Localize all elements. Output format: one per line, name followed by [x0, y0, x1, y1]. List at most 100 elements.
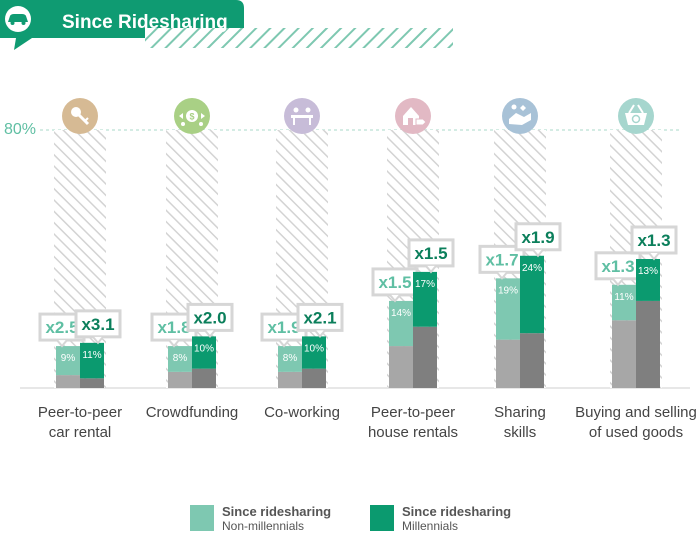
bar-value-label: 11% [82, 350, 101, 361]
bar-millennials: 10% x2.1 [296, 302, 344, 388]
bar-non-millennials: 11% x1.3 [594, 251, 642, 388]
category-label: Peer-to-peer house rentals [368, 404, 458, 441]
multiplier-badge: x1.5 [407, 238, 455, 274]
category-group: 19% x1.7 24% x1.9 Sharing skills [478, 98, 562, 441]
bar-base-segment [389, 346, 413, 388]
bar-base-segment [302, 368, 326, 388]
category-label: Peer-to-peer car rental [38, 404, 122, 441]
multiplier-badge: x3.1 [74, 309, 122, 345]
bar-non-millennials: 19% x1.7 [478, 244, 526, 388]
multiplier-badge: x1.9 [514, 222, 562, 258]
multiplier-label: x1.5 [378, 273, 411, 292]
bar-base-segment [80, 378, 104, 388]
bar-value-segment [80, 342, 104, 379]
bar-base-segment [192, 368, 216, 388]
legend-title-non-millennials: Since ridesharing [222, 504, 331, 519]
multiplier-box [296, 302, 344, 332]
coworking-desk-icon [284, 98, 320, 134]
multiplier-pointer [204, 329, 216, 338]
multiplier-pointer [532, 249, 544, 258]
bar-value-segment [636, 259, 660, 301]
multiplier-label: x2.0 [193, 308, 226, 327]
page-title: Since Ridesharing [62, 12, 228, 33]
bar-value-segment [56, 346, 80, 376]
multiplier-pointer [92, 336, 104, 345]
handshake-skills-icon [502, 98, 538, 134]
legend: Since ridesharing Non-millennials Since … [190, 504, 511, 533]
y-axis-tick-label: 80% [4, 121, 36, 138]
bar-base-segment [278, 371, 302, 388]
header-hatch-strip [145, 28, 453, 48]
car-icon [5, 6, 31, 32]
bar-value-label: 8% [283, 353, 298, 364]
multiplier-pointer [496, 271, 508, 280]
legend-swatch-millennials [370, 505, 394, 531]
category-label: Buying and selling of used goods [575, 404, 697, 441]
category-group: 14% x1.5 17% x1.5 Peer-to-peer house rentals [368, 98, 458, 441]
multiplier-pointer [314, 329, 326, 338]
bar-base-segment [496, 339, 520, 388]
multiplier-badge: x1.5 [371, 267, 419, 303]
category-group: $8% x1.8 10% x2.0 Crowdfunding [146, 98, 239, 421]
bar-millennials: 17% x1.5 [407, 238, 455, 388]
category-label: Co-working [264, 404, 340, 421]
car-key-icon [62, 98, 98, 134]
multiplier-label: x1.9 [521, 228, 554, 247]
legend-item-millennials: Since ridesharing Millennials [370, 504, 511, 533]
multiplier-badge: x2.0 [186, 302, 234, 338]
bar-value-label: 14% [391, 308, 411, 319]
legend-title-millennials: Since ridesharing [402, 504, 511, 519]
category-group: 11% x1.3 13% x1.3 Buying and selling of used … [575, 98, 697, 441]
multiplier-label: x2.5 [45, 318, 78, 337]
bar-millennials: 13% x1.3 [630, 225, 678, 388]
bar-value-segment [496, 278, 520, 340]
multiplier-badge: x1.3 [594, 251, 642, 287]
multiplier-label: x1.9 [267, 318, 300, 337]
multiplier-box [186, 302, 234, 332]
bar-value-label: 13% [638, 266, 658, 277]
bar-value-label: 10% [194, 343, 214, 354]
multiplier-pointer [168, 339, 180, 348]
multiplier-pointer [612, 278, 624, 287]
category-group: 9% x2.5 11% x3.1 Peer-to-peer car rental [38, 98, 122, 441]
multiplier-pointer [56, 339, 68, 348]
bar-base-segment [612, 320, 636, 388]
bar-value-segment [278, 346, 302, 372]
multiplier-pointer [425, 265, 437, 274]
legend-subtitle-non-millennials: Non-millennials [222, 519, 304, 533]
multiplier-box [594, 251, 642, 281]
bar-value-segment [413, 271, 437, 327]
svg-text:$: $ [189, 112, 194, 122]
bar-base-segment [636, 300, 660, 388]
header-banner: Since Ridesharing [0, 0, 453, 50]
multiplier-badge: x1.3 [630, 225, 678, 261]
bar-value-label: 19% [498, 285, 518, 296]
category-label: Sharing skills [494, 404, 546, 441]
multiplier-label: x1.7 [485, 250, 518, 269]
multiplier-label: x1.5 [414, 244, 447, 263]
house-tag-icon [395, 98, 431, 134]
multiplier-pointer [278, 339, 290, 348]
bar-base-segment [413, 326, 437, 388]
category-label: Crowdfunding [146, 404, 239, 421]
bar-value-label: 8% [173, 353, 188, 364]
legend-swatch-non-millennials [190, 505, 214, 531]
bar-base-segment [520, 333, 544, 388]
bar-non-millennials: 14% x1.5 [371, 267, 419, 388]
bar-value-segment [520, 255, 544, 334]
bar-value-label: 24% [522, 263, 542, 274]
basket-recycle-icon [618, 98, 654, 134]
bar-value-segment [612, 284, 636, 321]
bar-millennials: 24% x1.9 [514, 222, 562, 388]
bar-value-segment [302, 336, 326, 369]
bar-value-label: 17% [415, 279, 435, 290]
bar-value-segment [192, 336, 216, 369]
bar-millennials: 10% x2.0 [186, 302, 234, 388]
multiplier-label: x2.1 [303, 308, 336, 327]
multiplier-label: x1.3 [637, 231, 670, 250]
bar-value-label: 10% [304, 343, 324, 354]
bar-non-millennials: 8% x1.9 [260, 312, 308, 388]
bar-millennials: 11% x3.1 [74, 309, 122, 388]
multiplier-pointer [389, 294, 401, 303]
multiplier-pointer [648, 252, 660, 261]
